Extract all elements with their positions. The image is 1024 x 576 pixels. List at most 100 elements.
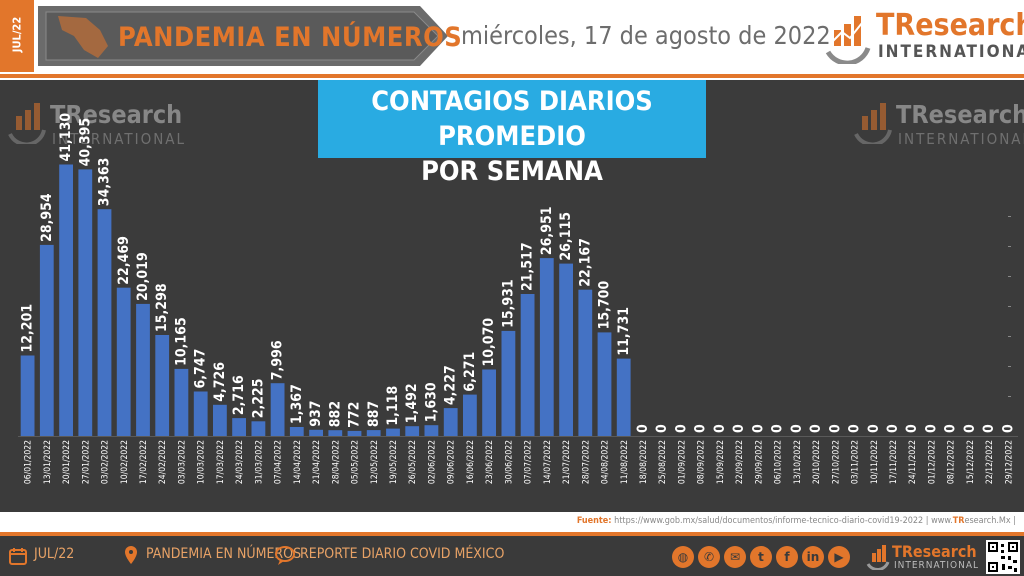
bar: [78, 169, 93, 436]
x-tick-label: 01/12/2022: [928, 440, 938, 484]
x-tick-label: 29/09/2022: [754, 440, 764, 484]
x-tick-label: 11/08/2022: [620, 440, 630, 484]
axis-tick-mark: [1008, 426, 1011, 427]
bar-value-label: 1,118: [385, 386, 401, 426]
axis-tick-mark: [1008, 396, 1011, 397]
bar-value-label: 0: [981, 424, 997, 433]
footer-logo: TResearch INTERNATIONAL: [866, 542, 978, 576]
bar: [424, 425, 439, 436]
bar-value-label: 6,271: [462, 352, 478, 392]
bar: [559, 263, 573, 436]
source-text: Fuente: https://www.gob.mx/salud/documen…: [577, 516, 1016, 526]
bar: [270, 383, 285, 436]
x-tick-label: 03/03/2022: [178, 440, 188, 484]
bar: [347, 430, 362, 436]
bar-value-label: 10,070: [481, 318, 497, 367]
bar-value-label: 937: [308, 401, 324, 427]
bar-value-label: 11,731: [616, 307, 632, 356]
x-tick-label: 30/06/2022: [504, 440, 514, 484]
edition-label: JUL/22: [10, 16, 24, 53]
chart-title: CONTAGIOS DIARIOS PROMEDIO POR SEMANA: [318, 80, 706, 187]
x-tick-label: 15/09/2022: [716, 440, 726, 484]
x-tick-label: 22/09/2022: [735, 440, 745, 484]
axis-tick-mark: [1008, 306, 1011, 307]
bar-value-label: 0: [731, 424, 747, 433]
x-tick-label: 03/11/2022: [851, 440, 861, 484]
watermark-brand: TResearch: [896, 100, 1024, 129]
watermark-brand: TResearch: [50, 100, 183, 129]
chart-title-line-1: CONTAGIOS DIARIOS PROMEDIO: [371, 86, 653, 152]
qr-code-icon[interactable]: [986, 540, 1020, 574]
bar-value-label: 41,130: [58, 113, 74, 162]
x-tick-label: 28/04/2022: [331, 440, 341, 484]
bar-value-label: 22,469: [116, 236, 132, 285]
whatsapp-icon[interactable]: ✆: [698, 546, 720, 568]
bar-value-label: 0: [674, 424, 690, 433]
bar-value-label: 0: [1000, 424, 1016, 433]
bar-value-label: 1,367: [289, 384, 305, 424]
axis-tick-mark: [1008, 366, 1011, 367]
x-tick-label: 29/12/2022: [1004, 440, 1014, 484]
bar-value-label: 0: [635, 424, 651, 433]
bar-value-label: 26,951: [539, 206, 555, 255]
x-tick-label: 06/10/2022: [774, 440, 784, 484]
bar: [616, 358, 631, 436]
x-tick-label: 17/02/2022: [139, 440, 149, 484]
bar-value-label: 0: [712, 424, 728, 433]
x-tick-label: 24/11/2022: [908, 440, 918, 484]
bar: [597, 332, 612, 436]
bar-value-label: 882: [327, 401, 343, 427]
bar-value-label: 22,167: [577, 238, 593, 287]
globe-icon[interactable]: ◍: [672, 546, 694, 568]
bar: [97, 209, 112, 436]
bar: [174, 368, 189, 436]
bar-value-label: 15,700: [597, 281, 613, 330]
x-tick-label: 21/04/2022: [312, 440, 322, 484]
bar: [155, 335, 170, 436]
facebook-icon[interactable]: f: [776, 546, 798, 568]
bar-value-label: 15,931: [500, 279, 516, 328]
linkedin-icon[interactable]: in: [802, 546, 824, 568]
bar-value-label: 4,726: [212, 362, 228, 402]
bar-value-label: 0: [827, 424, 843, 433]
bar-value-label: 0: [847, 424, 863, 433]
brand-logo: TResearch INTERNATIONAL: [820, 8, 1024, 68]
watermark-sub: INTERNATIONAL: [898, 130, 1024, 148]
footer-section[interactable]: PANDEMIA EN NÚMEROS: [146, 546, 302, 562]
footer-edition: JUL/22: [34, 546, 75, 562]
header-divider: [0, 74, 1024, 78]
x-tick-label: 27/10/2022: [831, 440, 841, 484]
bar-value-label: 0: [885, 424, 901, 433]
x-tick-label: 10/03/2022: [197, 440, 207, 484]
axis-tick-mark: [1008, 216, 1011, 217]
x-tick-label: 26/05/2022: [408, 440, 418, 484]
twitter-icon[interactable]: t: [750, 546, 772, 568]
youtube-icon[interactable]: ▶: [828, 546, 850, 568]
bar-value-label: 2,716: [231, 375, 247, 415]
x-tick-label: 14/04/2022: [293, 440, 303, 484]
bar-value-label: 1,492: [404, 383, 420, 423]
bar: [309, 429, 323, 436]
x-tick-label: 13/01/2022: [43, 440, 53, 484]
source-site[interactable]: www.TResearch.Mx: [931, 516, 1011, 526]
bar: [289, 427, 304, 436]
bar: [578, 289, 593, 436]
source-separator: |: [1013, 516, 1016, 526]
footer-report[interactable]: REPORTE DIARIO COVID MÉXICO: [300, 546, 505, 562]
x-tick-label: 13/10/2022: [793, 440, 803, 484]
x-tick-label: 10/02/2022: [120, 440, 130, 484]
email-icon[interactable]: ✉: [724, 546, 746, 568]
source-url[interactable]: https://www.gob.mx/salud/documentos/info…: [614, 516, 924, 526]
x-tick-label: 28/07/2022: [581, 440, 591, 484]
mexico-map-icon: [58, 16, 108, 58]
bar: [405, 426, 420, 436]
bar-value-label: 10,165: [174, 317, 190, 366]
bar: [366, 430, 381, 436]
bar-value-label: 0: [808, 424, 824, 433]
brand-chart-icon: [825, 16, 871, 66]
bar: [232, 418, 246, 436]
x-tick-label: 08/12/2022: [947, 440, 957, 484]
bar-value-label: 28,954: [39, 193, 55, 242]
bar: [501, 330, 516, 436]
edition-tab: JUL/22: [0, 0, 34, 72]
